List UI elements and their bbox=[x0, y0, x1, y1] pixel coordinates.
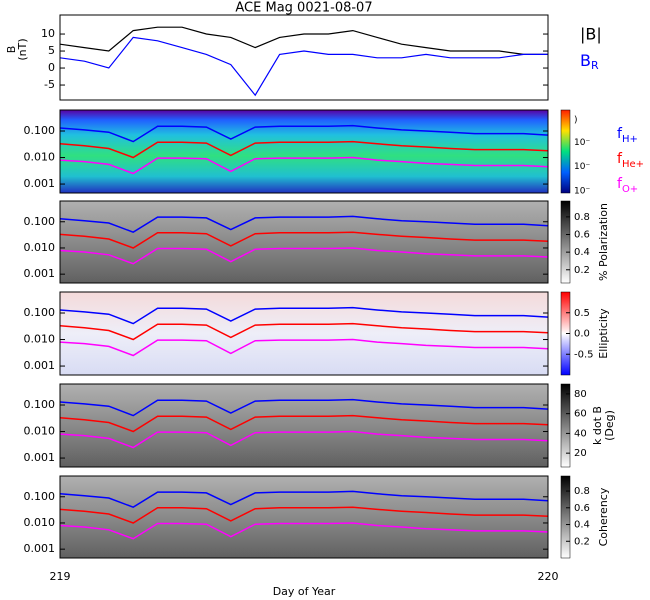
y-tick-label: -5 bbox=[44, 78, 55, 91]
y-tick-label: 0.100 bbox=[24, 306, 56, 319]
legend-entry: fO+ bbox=[617, 176, 638, 195]
colorbar-title: % Polarization bbox=[597, 203, 610, 281]
colorbar-tick-label: 40 bbox=[574, 428, 587, 439]
frequency-line bbox=[60, 338, 548, 357]
y-axis-label: (nT) bbox=[16, 38, 29, 60]
colorbar-title: Coherency bbox=[597, 487, 610, 546]
frequency-line bbox=[60, 231, 548, 249]
colorbar-title: (Deg) bbox=[603, 410, 616, 441]
y-tick-label: 0 bbox=[48, 61, 55, 74]
frequency-line bbox=[60, 522, 548, 540]
colorbar-tick-label: 20 bbox=[574, 448, 587, 459]
frequency-line bbox=[60, 414, 548, 433]
legend-entry: |B| bbox=[580, 25, 602, 44]
y-tick-label: 0.001 bbox=[24, 177, 56, 190]
colorbar-tick-label: 0.2 bbox=[574, 536, 590, 547]
colorbar-tick-label: 0.2 bbox=[574, 265, 590, 276]
y-tick-label: 0.001 bbox=[24, 542, 56, 555]
spectrogram-image bbox=[60, 201, 548, 283]
x-tick-label: 219 bbox=[50, 570, 71, 583]
frequency-line bbox=[60, 490, 548, 509]
field-line bbox=[60, 26, 548, 55]
x-axis-label: Day of Year bbox=[273, 585, 336, 598]
legend-entry: fH+ bbox=[617, 126, 638, 145]
field-line bbox=[60, 36, 548, 97]
colorbar-tick-label: 80 bbox=[574, 389, 587, 400]
spectrogram-image bbox=[60, 476, 548, 558]
colorbar-tick-label: 0.5 bbox=[574, 308, 590, 319]
legend-entry: BR bbox=[580, 51, 599, 73]
spectrogram-image bbox=[60, 292, 548, 375]
colorbar bbox=[560, 200, 571, 284]
colorbar-tick-label: 0.6 bbox=[574, 503, 590, 514]
colorbar-tick-label: 0.0 bbox=[574, 329, 590, 340]
y-tick-label: 0.010 bbox=[24, 425, 56, 438]
frequency-line bbox=[60, 140, 548, 159]
y-tick-label: 0.010 bbox=[24, 241, 56, 254]
colorbar-tick-label: 0.8 bbox=[574, 212, 590, 223]
y-tick-label: 0.100 bbox=[24, 490, 56, 503]
y-tick-label: 5 bbox=[48, 44, 55, 57]
frequency-line bbox=[60, 215, 548, 234]
colorbar bbox=[560, 475, 571, 559]
y-tick-label: 0.001 bbox=[24, 451, 56, 464]
frequency-line bbox=[60, 430, 548, 449]
spectrogram-image bbox=[60, 384, 548, 467]
x-tick-label: 220 bbox=[538, 570, 559, 583]
colorbar-tick-label: 0.4 bbox=[574, 520, 590, 531]
colorbar-label: 10⁻ bbox=[574, 138, 590, 148]
colorbar-tick-label: 0.4 bbox=[574, 247, 590, 258]
title: ACE Mag 0021-08-07 bbox=[235, 1, 372, 16]
colorbar-tick-label: 0.6 bbox=[574, 230, 590, 241]
y-tick-label: 0.100 bbox=[24, 215, 56, 228]
y-tick-label: 0.100 bbox=[24, 398, 56, 411]
y-tick-label: 0.010 bbox=[24, 516, 56, 529]
y-tick-label: 0.100 bbox=[24, 124, 56, 137]
frequency-line bbox=[60, 306, 548, 325]
colorbar-tick-label: 0.8 bbox=[574, 486, 590, 497]
colorbar-label: 10⁻ bbox=[574, 162, 590, 172]
colorbar-label: ) bbox=[574, 116, 578, 126]
colorbar-tick-label: 60 bbox=[574, 409, 587, 420]
y-tick-label: 0.001 bbox=[24, 359, 56, 372]
panel-frame bbox=[59, 291, 549, 376]
frequency-line bbox=[60, 398, 548, 417]
y-tick-label: 0.010 bbox=[24, 151, 56, 164]
panel-frame bbox=[59, 109, 549, 194]
colorbar-label: 10⁻ bbox=[574, 187, 590, 197]
panel-frame bbox=[59, 475, 549, 559]
spectrogram-image bbox=[60, 110, 548, 193]
panel-frame bbox=[59, 383, 549, 468]
y-tick-label: 10 bbox=[41, 27, 55, 40]
legend-entry: fHe+ bbox=[617, 151, 644, 170]
colorbar-tick-label: -0.5 bbox=[574, 349, 594, 360]
frequency-line bbox=[60, 247, 548, 265]
colorbar-title: Ellipticity bbox=[597, 308, 610, 359]
frequency-line bbox=[60, 506, 548, 524]
colorbar-title: k dot B bbox=[591, 406, 604, 445]
panel-frame bbox=[59, 14, 549, 101]
frequency-line bbox=[60, 124, 548, 143]
y-tick-label: 0.010 bbox=[24, 333, 56, 346]
frequency-line bbox=[60, 156, 548, 175]
y-tick-label: 0.001 bbox=[24, 267, 56, 280]
colorbar bbox=[560, 383, 571, 468]
panel-frame bbox=[59, 200, 549, 284]
colorbar bbox=[560, 109, 571, 194]
y-axis-label: B bbox=[5, 46, 18, 54]
frequency-line bbox=[60, 322, 548, 341]
